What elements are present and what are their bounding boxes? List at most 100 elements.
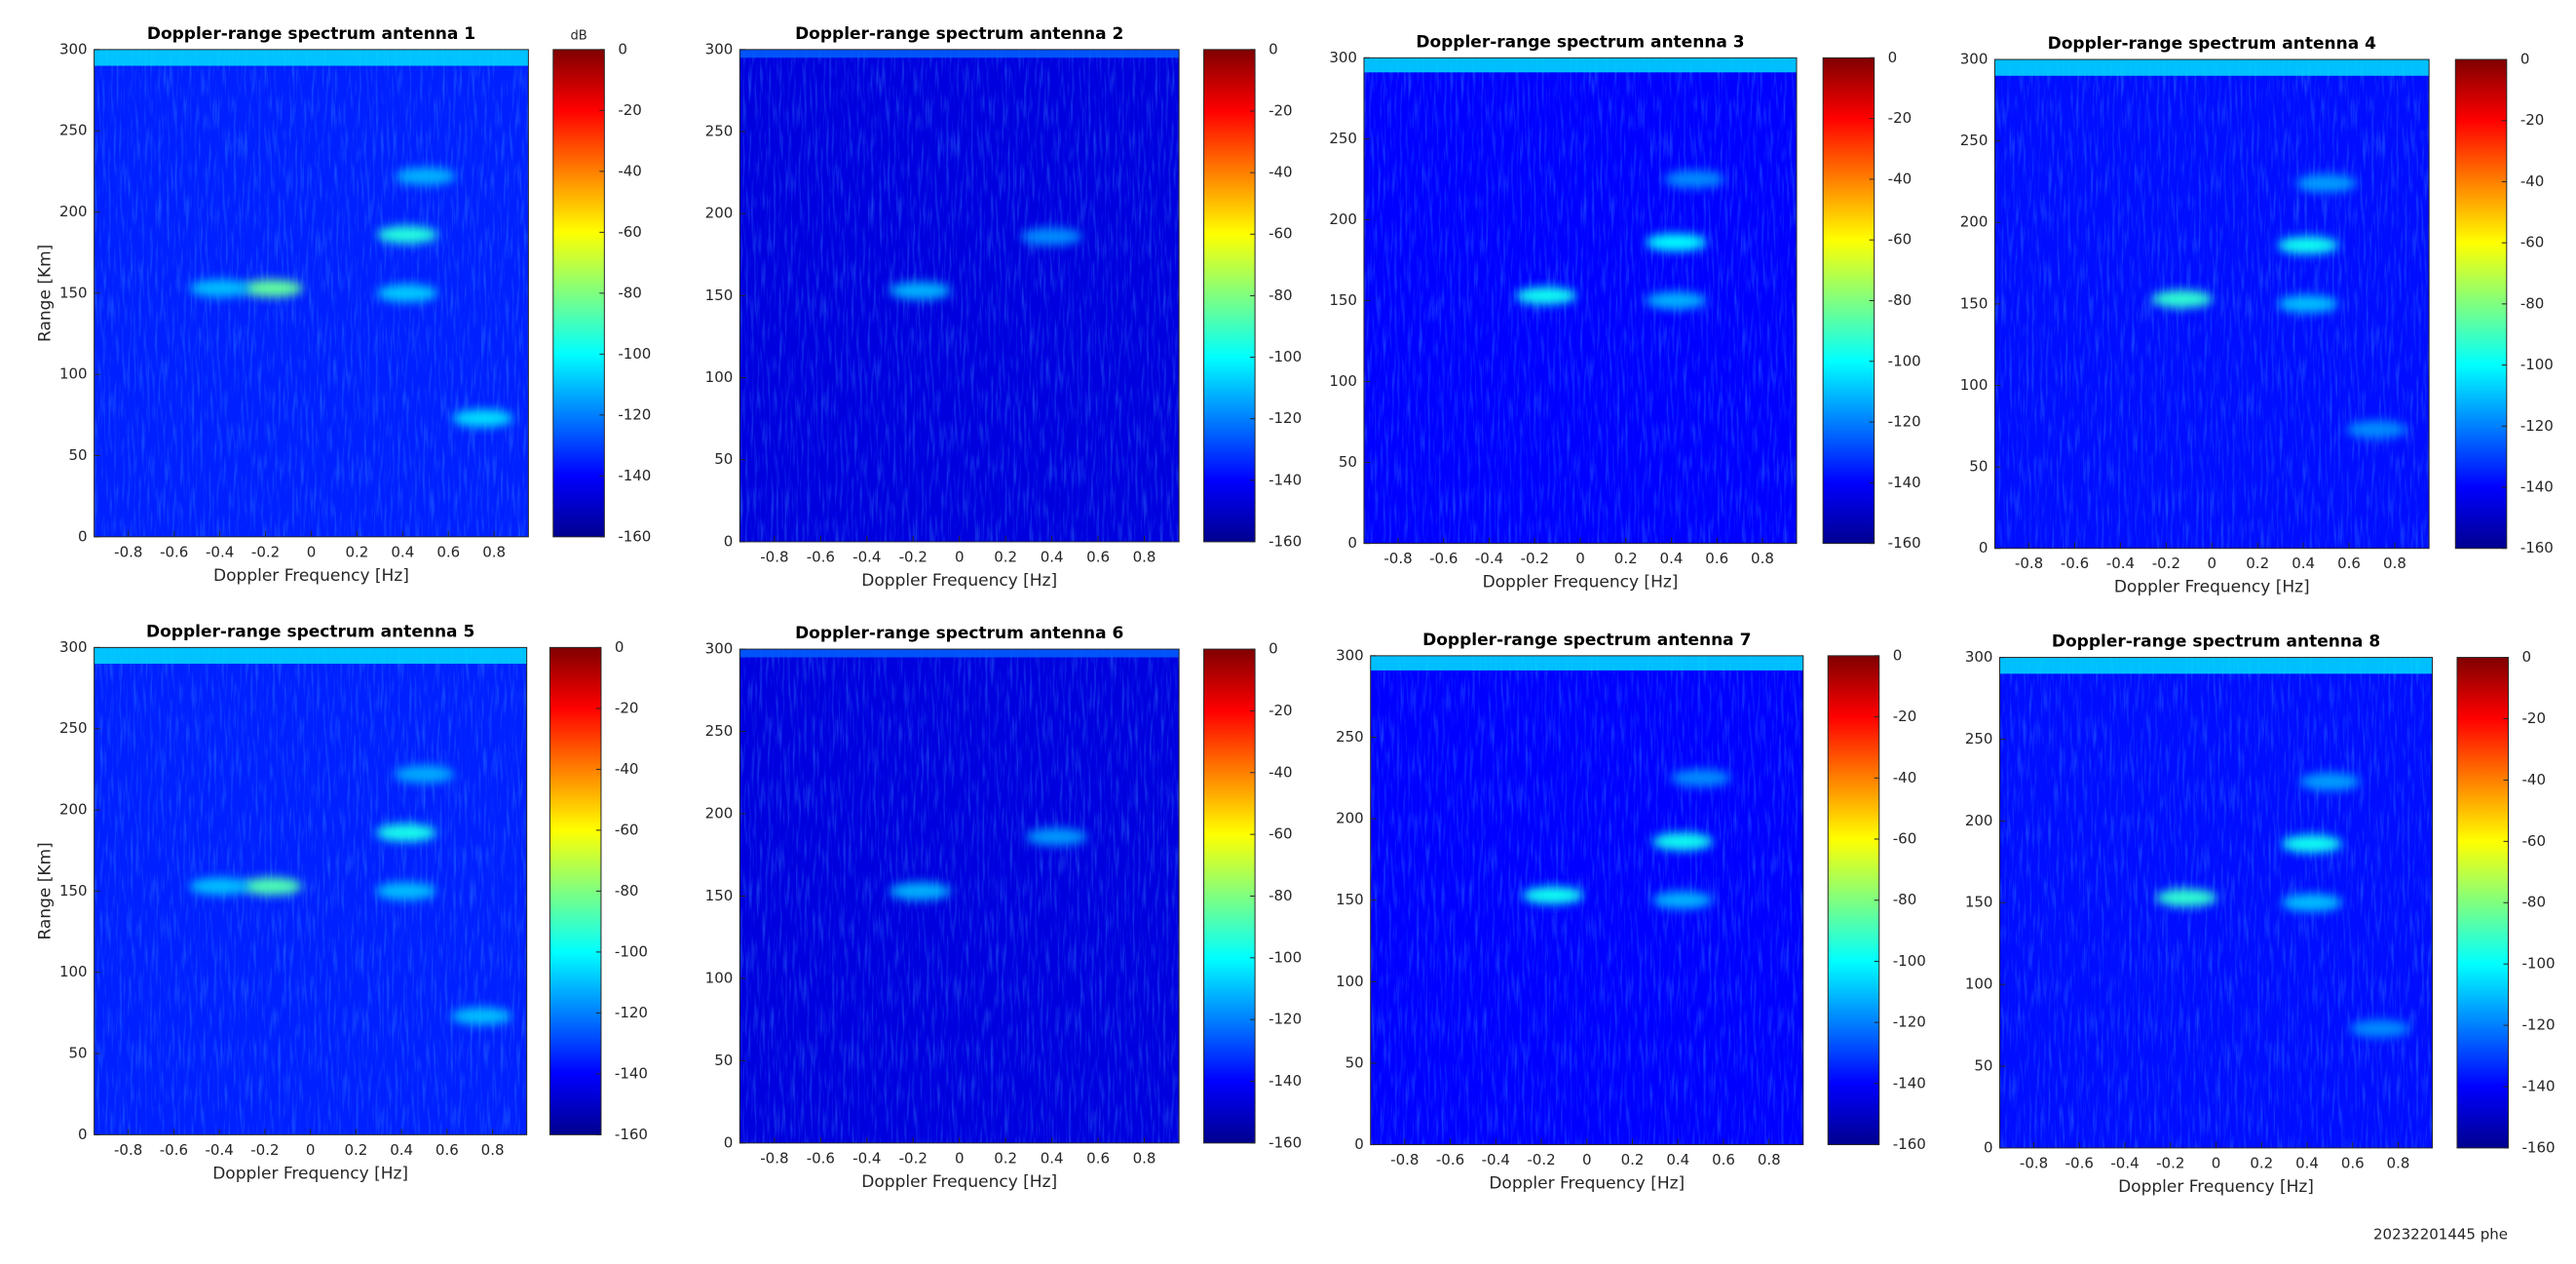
- x-tick-label: -0.2: [899, 548, 928, 565]
- colorbar-tick-label: -40: [615, 760, 639, 778]
- y-tick-label: 250: [705, 123, 734, 140]
- top-band: [1363, 57, 1798, 73]
- colorbar-label: dB: [570, 28, 587, 43]
- spot: [375, 882, 436, 900]
- texture: [1363, 57, 1798, 544]
- y-tick-label: 300: [59, 638, 88, 656]
- x-tick-label: 0.4: [1041, 548, 1064, 565]
- chart-title: Doppler-range spectrum antenna 5: [146, 622, 474, 641]
- plot-area: [1999, 657, 2433, 1148]
- colorbar-tick-label: -160: [615, 1126, 648, 1143]
- colorbar-tick-label: -60: [1888, 231, 1913, 249]
- colorbar-tick-label: -60: [2520, 234, 2545, 251]
- y-tick-label: 300: [705, 640, 734, 658]
- plot-area: [739, 649, 1180, 1143]
- x-tick-label: 0.6: [1086, 1149, 1110, 1167]
- colorbar-tick-label: -140: [615, 1064, 648, 1082]
- x-tick-label: -0.2: [251, 543, 280, 560]
- colorbar-tick-label: -140: [2520, 478, 2554, 495]
- x-axis-label: Doppler Frequency [Hz]: [213, 566, 409, 586]
- x-tick-label: -0.4: [2106, 555, 2135, 572]
- colorbar-tick-label: -120: [1893, 1014, 1926, 1031]
- y-tick-label: 200: [1336, 810, 1364, 827]
- x-tick-label: -0.4: [206, 543, 234, 560]
- spot: [2156, 889, 2217, 907]
- y-tick-label: 300: [1336, 646, 1364, 664]
- spot: [394, 765, 455, 784]
- panel: -0.8 -0.6 -0.4 -0.2 0 0.2 0.4 0.6 0.8 0 50 100 150 20…: [1960, 34, 2554, 597]
- spot: [1522, 886, 1583, 904]
- x-tick-label: -0.8: [1383, 550, 1412, 567]
- spot: [2299, 773, 2361, 791]
- spot: [2151, 289, 2213, 308]
- x-tick-label: 0.4: [391, 543, 414, 560]
- texture: [94, 647, 527, 1135]
- y-tick-label: 100: [1960, 376, 1989, 394]
- colorbar: [1203, 49, 1256, 543]
- spot: [395, 167, 456, 185]
- colorbar-tick-label: -140: [1269, 471, 1302, 488]
- colorbar-tick-label: -80: [2520, 294, 2545, 312]
- y-tick-label: 200: [59, 801, 88, 819]
- top-band: [739, 649, 1180, 658]
- colorbar-tick-label: -120: [2520, 417, 2554, 435]
- x-tick-label: -0.8: [114, 1141, 142, 1159]
- colorbar: [1822, 57, 1875, 545]
- colorbar: [549, 646, 602, 1135]
- colorbar-tick-label: -100: [1269, 948, 1302, 966]
- spot: [376, 225, 438, 244]
- y-tick-label: 250: [59, 719, 88, 737]
- plot-area: [1363, 57, 1798, 544]
- colorbar-tick-label: -20: [1893, 708, 1917, 725]
- x-axis-label: Doppler Frequency [Hz]: [861, 571, 1057, 591]
- colorbar-tick-label: 0: [2522, 648, 2532, 666]
- spot: [1515, 287, 1577, 305]
- colorbar-tick-label: -20: [2520, 111, 2545, 129]
- x-tick-label: -0.6: [807, 1149, 835, 1167]
- x-tick-label: 0.8: [2383, 555, 2406, 572]
- colorbar: [2456, 657, 2510, 1149]
- colorbar-tick-label: -40: [1893, 769, 1917, 786]
- x-tick-label: 0: [2208, 555, 2217, 572]
- y-tick-label: 200: [1965, 812, 1993, 829]
- y-tick-label: 0: [1354, 1135, 1364, 1153]
- chart-title: Doppler-range spectrum antenna 6: [795, 624, 1123, 643]
- x-tick-label: -0.2: [2152, 555, 2180, 572]
- y-tick-label: 0: [78, 1126, 88, 1143]
- spot: [2277, 236, 2339, 254]
- y-tick-label: 200: [59, 203, 88, 220]
- y-tick-label: 150: [705, 287, 734, 304]
- colorbar-tick-label: -100: [618, 345, 651, 363]
- colorbar-tick-label: -160: [618, 527, 651, 545]
- x-tick-label: 0.2: [994, 1149, 1017, 1167]
- x-tick-label: -0.8: [1390, 1151, 1419, 1168]
- spot: [189, 877, 250, 896]
- colorbar-tick-label: -40: [2520, 172, 2545, 190]
- x-tick-label: 0.4: [390, 1141, 413, 1159]
- spot: [242, 279, 303, 297]
- y-tick-label: 100: [1336, 973, 1364, 990]
- x-tick-label: -0.8: [2020, 1154, 2048, 1171]
- x-tick-label: -0.2: [1521, 550, 1549, 567]
- y-tick-label: 150: [59, 284, 88, 301]
- top-band: [1370, 655, 1803, 670]
- y-tick-label: 300: [1329, 49, 1357, 66]
- colorbar-tick-label: -80: [2522, 894, 2547, 911]
- x-tick-label: -0.2: [250, 1141, 279, 1159]
- colorbar-tick-label: -40: [1269, 164, 1293, 181]
- colorbar-tick-label: 0: [1269, 640, 1278, 658]
- spot: [2281, 894, 2342, 912]
- x-tick-label: 0.2: [1621, 1151, 1645, 1168]
- x-tick-label: -0.4: [1482, 1151, 1510, 1168]
- colorbar-tick-label: 0: [618, 40, 627, 57]
- y-tick-label: 300: [1960, 51, 1989, 68]
- colorbar-tick-label: -80: [1269, 887, 1293, 904]
- x-tick-label: -0.6: [1429, 550, 1458, 567]
- texture: [94, 49, 529, 537]
- y-tick-label: 250: [705, 722, 734, 740]
- footer: 20232201445 phe: [2373, 1226, 2508, 1244]
- y-tick-label: 250: [1329, 130, 1357, 147]
- colorbar: [1203, 648, 1256, 1144]
- x-tick-label: 0.4: [2295, 1154, 2319, 1171]
- x-tick-label: 0.2: [994, 548, 1017, 565]
